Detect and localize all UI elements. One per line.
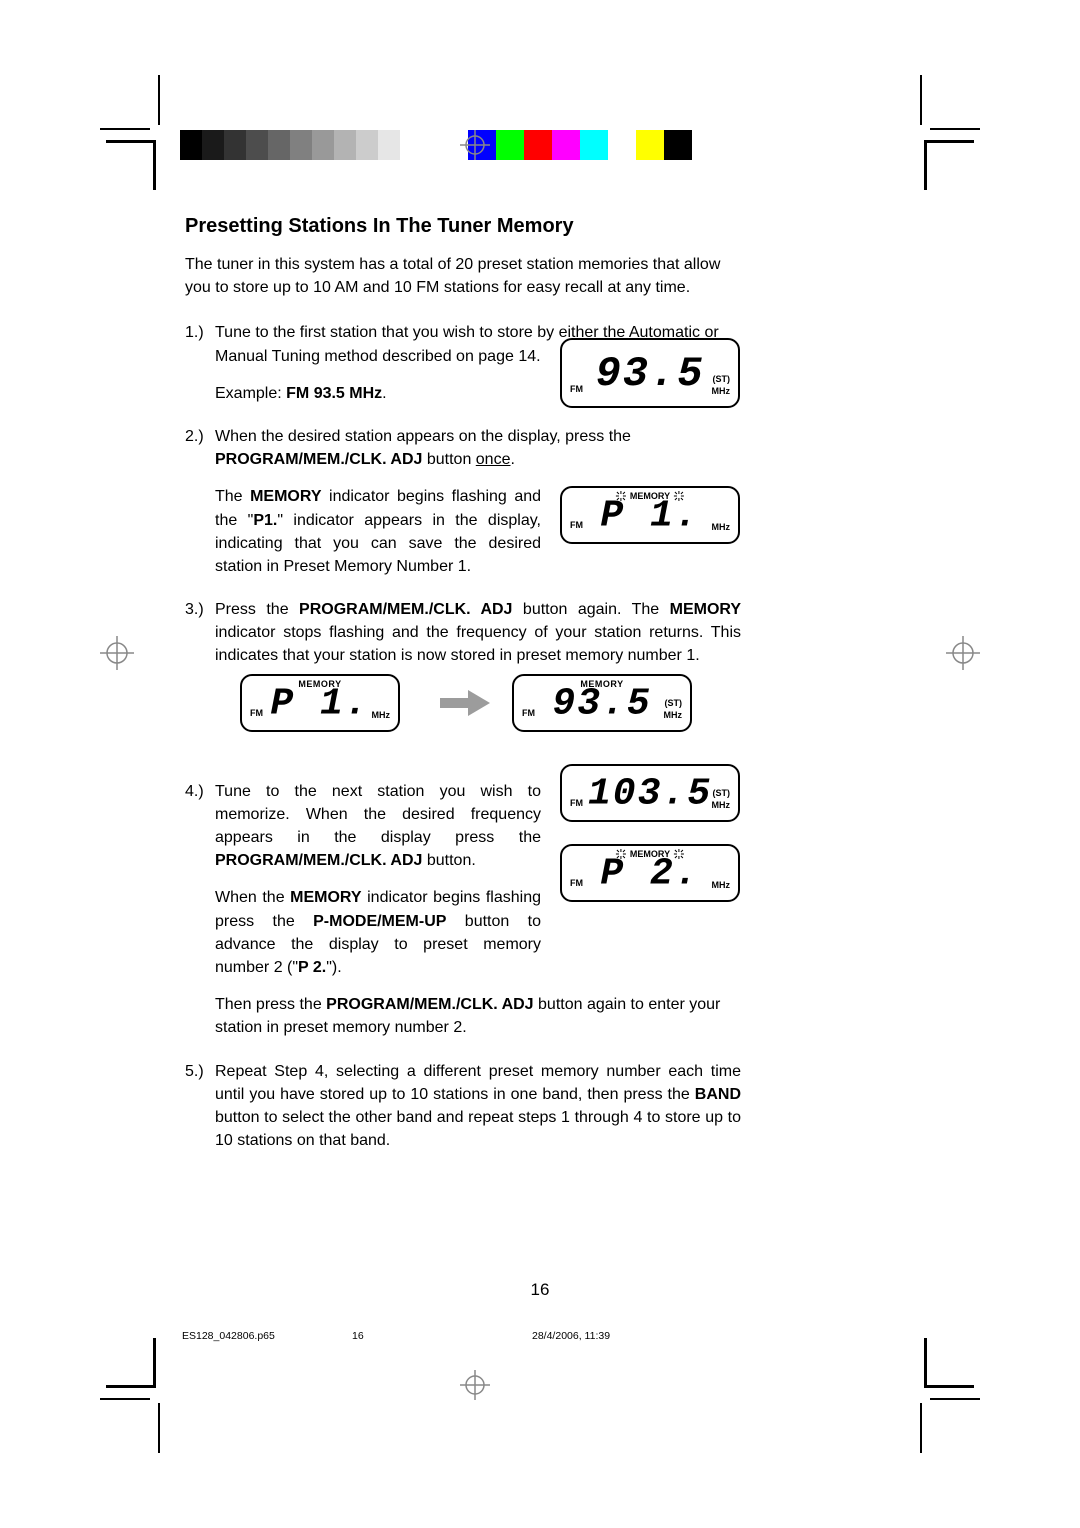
text-bold: P1. [253, 512, 277, 529]
text: Then press the [215, 996, 326, 1013]
section-heading: Presetting Stations In The Tuner Memory [185, 212, 741, 241]
text: . [382, 385, 386, 402]
printer-color-swatches [180, 130, 900, 160]
lcd-value: 93.5 [562, 350, 738, 398]
color-swatch [224, 130, 246, 160]
text: Tune to the next station you wish to mem… [215, 783, 541, 846]
color-swatch [202, 130, 224, 160]
registration-target-left [100, 636, 134, 670]
color-swatch [290, 130, 312, 160]
color-swatch [636, 130, 664, 160]
text-bold: MEMORY [670, 601, 741, 618]
footer-page: 16 [352, 1330, 532, 1342]
step-number: 1.) [185, 321, 215, 405]
step-number: 3.) [185, 598, 215, 760]
text: indicator stops flashing and the frequen… [215, 624, 741, 664]
lcd-display-4a: FM (ST) MHz 103.5 [560, 764, 740, 822]
text: The [215, 488, 250, 505]
text: button again. The [512, 601, 669, 618]
corner-mark-bottom-left [106, 1338, 156, 1388]
color-swatch [664, 130, 692, 160]
step-3-p1: Press the PROGRAM/MEM./CLK. ADJ button a… [215, 598, 741, 668]
registration-target-top [460, 130, 490, 160]
lcd-display-2: FM MHz MEMORY P 1. [560, 486, 740, 544]
text: Repeat Step 4, selecting a different pre… [215, 1063, 741, 1103]
page: Presetting Stations In The Tuner Memory … [0, 0, 1080, 1528]
arrow-right-icon [440, 688, 490, 718]
text-bold: BAND [695, 1086, 741, 1103]
lcd-value: P 2. [562, 852, 738, 895]
text-bold: PROGRAM/MEM./CLK. ADJ [299, 601, 512, 618]
corner-mark-top-left [106, 140, 156, 190]
lcd-display-1: FM (ST) MHz 93.5 [560, 338, 740, 408]
step-number: 5.) [185, 1060, 215, 1153]
lcd-value: P 1. [242, 682, 398, 725]
color-swatch [312, 130, 334, 160]
text-bold: MEMORY [250, 488, 321, 505]
step-5-p1: Repeat Step 4, selecting a different pre… [215, 1060, 741, 1153]
color-swatch [524, 130, 552, 160]
step-number: 2.) [185, 425, 215, 578]
lcd-value: P 1. [562, 494, 738, 537]
registration-target-right [946, 636, 980, 670]
steps-list: 1.) Tune to the first station that you w… [185, 321, 741, 1152]
text: When the desired station appears on the … [215, 428, 631, 445]
crop-tick [920, 75, 922, 125]
text-bold: P-MODE/MEM-UP [313, 913, 446, 930]
color-swatch [268, 130, 290, 160]
crop-tick [930, 1398, 980, 1400]
step-4-p2: When the MEMORY indicator begins flashin… [215, 886, 541, 979]
intro-paragraph: The tuner in this system has a total of … [185, 253, 741, 299]
corner-mark-top-right [924, 140, 974, 190]
color-swatch [180, 130, 202, 160]
footer-datetime: 28/4/2006, 11:39 [532, 1330, 742, 1342]
text: "). [326, 959, 341, 976]
step-4-p3: Then press the PROGRAM/MEM./CLK. ADJ but… [215, 993, 741, 1039]
text-bold: PROGRAM/MEM./CLK. ADJ [215, 451, 422, 468]
color-swatch [496, 130, 524, 160]
text-bold: PROGRAM/MEM./CLK. ADJ [215, 852, 422, 869]
step-number: 4.) [185, 780, 215, 1040]
crop-tick [100, 128, 150, 130]
text-bold: FM 93.5 MHz [286, 385, 382, 402]
color-swatch [334, 130, 356, 160]
lcd-display-4b: FM MHz MEMORY P 2. [560, 844, 740, 902]
text: . [510, 451, 514, 468]
print-footer: ES128_042806.p65 16 28/4/2006, 11:39 [182, 1330, 742, 1342]
lcd-display-3b: FM (ST) MHz MEMORY 93.5 [512, 674, 692, 732]
color-swatch [552, 130, 580, 160]
page-number: 16 [0, 1280, 1080, 1300]
crop-tick [158, 1403, 160, 1453]
step-5: 5.) Repeat Step 4, selecting a different… [185, 1060, 741, 1153]
text-bold: MEMORY [290, 889, 361, 906]
registration-target-bottom [460, 1370, 490, 1400]
step-4-p1: Tune to the next station you wish to mem… [215, 780, 541, 873]
lcd-display-3a: FM MHz MEMORY P 1. [240, 674, 400, 732]
color-swatch [400, 130, 422, 160]
text-underline: once [476, 451, 511, 468]
crop-tick [930, 128, 980, 130]
color-swatch [378, 130, 400, 160]
text: Example: [215, 385, 286, 402]
color-swatch [608, 130, 636, 160]
text: When the [215, 889, 290, 906]
text: button [422, 451, 475, 468]
text-bold: P 2. [298, 959, 326, 976]
lcd-value: 93.5 [514, 682, 690, 725]
step-2-p2: The MEMORY indicator begins flashing and… [215, 485, 541, 578]
text: Press the [215, 601, 299, 618]
text: button to select the other band and repe… [215, 1109, 741, 1149]
corner-mark-bottom-right [924, 1338, 974, 1388]
crop-tick [158, 75, 160, 125]
color-swatch [246, 130, 268, 160]
footer-filename: ES128_042806.p65 [182, 1330, 352, 1342]
text-bold: PROGRAM/MEM./CLK. ADJ [326, 996, 533, 1013]
crop-tick [920, 1403, 922, 1453]
lcd-value: 103.5 [562, 772, 738, 815]
color-swatch [356, 130, 378, 160]
color-swatch [580, 130, 608, 160]
text: button. [422, 852, 475, 869]
step-2-p1: When the desired station appears on the … [215, 425, 741, 471]
crop-tick [100, 1398, 150, 1400]
